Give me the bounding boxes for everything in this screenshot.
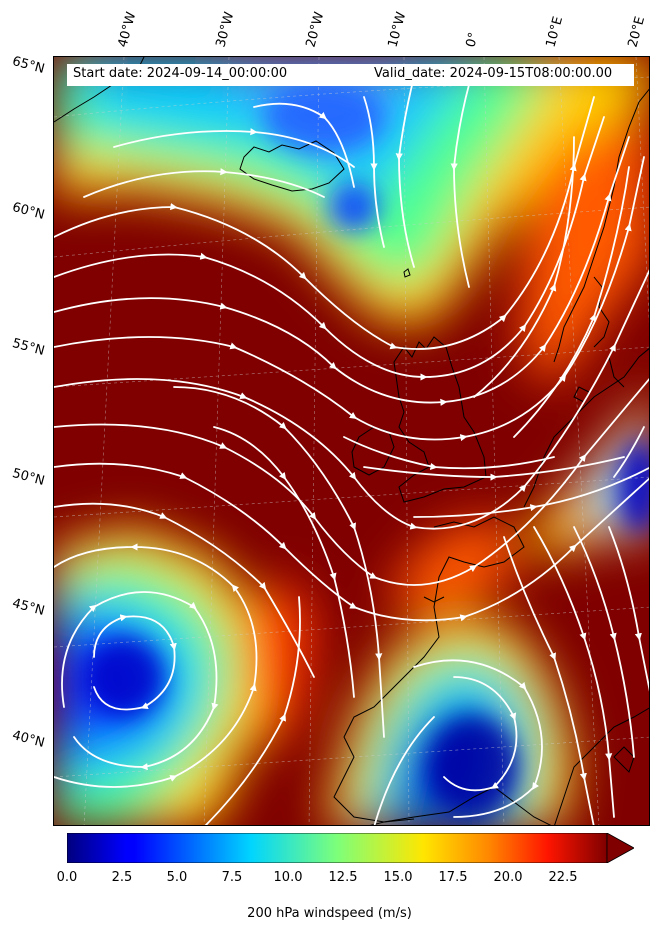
lon-label-10e: 10°E [543, 14, 567, 50]
colorbar-tick-5: 12.5 [328, 870, 358, 885]
lat-label-60n: 60°N [10, 200, 47, 223]
lon-label-30w: 30°W [213, 10, 238, 49]
colorbar-tick-1: 2.5 [111, 870, 133, 885]
colorbar-extend-arrow [606, 833, 634, 863]
lon-label-20e: 20°E [625, 14, 649, 50]
colorbar-tick-3: 7.5 [221, 870, 243, 885]
lon-label-40w: 40°W [115, 10, 140, 49]
valid-date-label: Valid_date: 2024-09-15T08:00:00.00 [374, 66, 613, 81]
lon-label-20w: 20°W [303, 10, 328, 49]
colorbar-tick-8: 20.0 [493, 870, 523, 885]
colorbar-tick-6: 15.0 [383, 870, 413, 885]
header-box [67, 64, 634, 86]
lat-label-45n: 45°N [10, 596, 47, 619]
windspeed-colorbar [67, 833, 634, 863]
colorbar-gradient [67, 833, 608, 863]
lat-label-55n: 55°N [10, 336, 47, 359]
colorbar-label: 200 hPa windspeed (m/s) [247, 906, 412, 921]
lon-label-10w: 10°W [385, 10, 410, 49]
lat-label-50n: 50°N [10, 466, 47, 489]
lon-label-0: 0° [463, 30, 482, 49]
lat-label-40n: 40°N [10, 728, 47, 751]
colorbar-tick-7: 17.5 [438, 870, 468, 885]
colorbar-tick-9: 22.5 [548, 870, 578, 885]
wind-streamlines [54, 66, 649, 825]
start-date-label: Start date: 2024-09-14_00:00:00 [73, 66, 288, 81]
lat-label-65n: 65°N [10, 54, 47, 77]
map-panel [53, 56, 650, 826]
colorbar-tick-4: 10.0 [273, 870, 303, 885]
colorbar-tick-0: 0.0 [56, 870, 78, 885]
colorbar-tick-2: 5.0 [166, 870, 188, 885]
windspeed-map [54, 57, 649, 825]
